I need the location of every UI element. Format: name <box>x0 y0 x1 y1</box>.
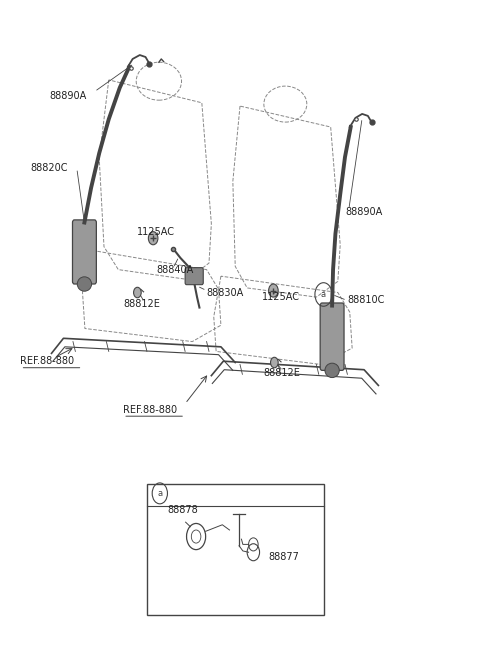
Circle shape <box>148 232 158 245</box>
Text: 88820C: 88820C <box>30 163 68 173</box>
FancyBboxPatch shape <box>72 220 96 284</box>
Text: 88812E: 88812E <box>123 299 160 309</box>
Text: 88890A: 88890A <box>345 207 382 217</box>
Text: 88840A: 88840A <box>156 265 194 275</box>
FancyBboxPatch shape <box>147 484 324 615</box>
Text: 88812E: 88812E <box>263 368 300 378</box>
Text: REF.88-880: REF.88-880 <box>123 405 177 415</box>
FancyBboxPatch shape <box>185 267 203 284</box>
Text: 1125AC: 1125AC <box>137 227 175 237</box>
Text: 88810C: 88810C <box>348 296 385 306</box>
Ellipse shape <box>77 277 92 291</box>
FancyBboxPatch shape <box>320 303 344 371</box>
Text: 88878: 88878 <box>168 505 198 515</box>
Text: 88877: 88877 <box>269 553 300 562</box>
Ellipse shape <box>325 363 339 378</box>
Circle shape <box>269 284 278 297</box>
Text: a: a <box>321 290 326 299</box>
Text: REF.88-880: REF.88-880 <box>21 356 74 366</box>
Text: 1125AC: 1125AC <box>262 292 300 302</box>
Text: a: a <box>157 489 162 498</box>
Circle shape <box>133 287 141 298</box>
Circle shape <box>271 357 278 368</box>
Text: 88890A: 88890A <box>49 91 86 101</box>
Text: 88830A: 88830A <box>206 288 244 298</box>
